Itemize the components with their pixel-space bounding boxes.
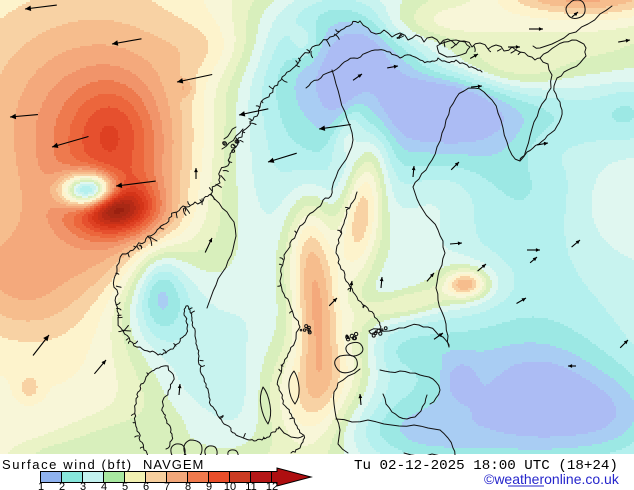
svg-text:2: 2 xyxy=(59,481,65,490)
svg-text:6: 6 xyxy=(143,481,149,490)
svg-text:©weatheronline.co.uk: ©weatheronline.co.uk xyxy=(484,471,620,487)
svg-text:1: 1 xyxy=(38,481,44,490)
svg-text:Tu 02-12-2025 18:00 UTC (18+24: Tu 02-12-2025 18:00 UTC (18+24) xyxy=(354,458,618,474)
svg-text:11: 11 xyxy=(245,481,256,490)
svg-text:10: 10 xyxy=(224,481,236,490)
svg-text:9: 9 xyxy=(206,481,212,490)
svg-text:NAVGEM: NAVGEM xyxy=(143,457,204,472)
svg-text:Surface wind (bft): Surface wind (bft) xyxy=(2,457,133,472)
svg-text:5: 5 xyxy=(122,481,128,490)
svg-text:4: 4 xyxy=(101,481,107,490)
svg-text:8: 8 xyxy=(185,481,191,490)
svg-text:3: 3 xyxy=(80,481,86,490)
svg-text:12: 12 xyxy=(266,481,278,490)
svg-text:7: 7 xyxy=(164,481,170,490)
